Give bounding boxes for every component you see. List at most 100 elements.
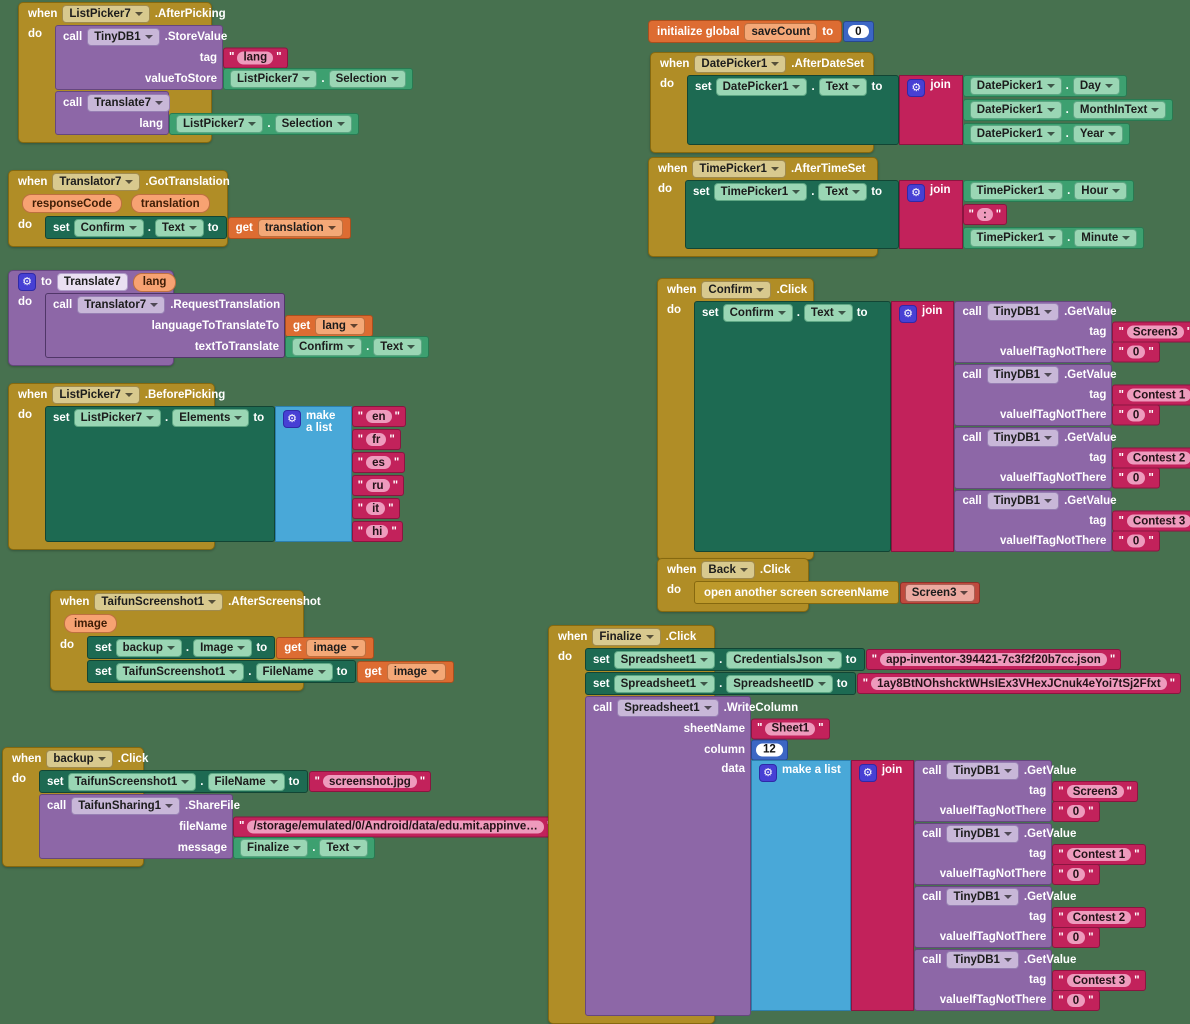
set-block-timepicker-text[interactable]: set TimePicker1 . Text to ⚙ join TimePic… — [685, 180, 1145, 249]
component-dropdown[interactable]: Confirm — [292, 337, 363, 356]
component-dropdown[interactable]: TimePicker1 — [692, 160, 786, 178]
text-string-block[interactable]: " 0 " — [1112, 467, 1160, 489]
data-list-expression[interactable]: ⚙ make a list ⚙ join call TinyDB1 .GetVal — [751, 760, 1146, 1011]
component-dropdown[interactable]: Finalize — [592, 628, 661, 646]
text-string-block[interactable]: " 0 " — [1112, 404, 1160, 426]
component-dropdown[interactable]: Spreadsheet1 — [613, 650, 716, 669]
component-dropdown[interactable]: backup — [46, 750, 113, 768]
string-field[interactable]: : — [976, 208, 993, 221]
open-screen-block[interactable]: open another screen screenName Screen3 — [694, 581, 981, 604]
make-a-list-block[interactable]: ⚙ make a list — [751, 760, 851, 1011]
join-block[interactable]: ⚙ join — [891, 301, 955, 552]
make-a-list-block[interactable]: ⚙ make a list — [275, 406, 352, 542]
component-dropdown[interactable]: TimePicker1 — [969, 229, 1064, 247]
property-dropdown[interactable]: Text — [818, 183, 868, 201]
join-block[interactable]: ⚙ join — [850, 760, 915, 1011]
component-dropdown[interactable]: ListPicker7 — [176, 114, 264, 133]
mutator-gear-icon[interactable]: ⚙ — [907, 79, 926, 97]
call-block-translate7[interactable]: call Translate7 lang ListPicker7. Selecti… — [55, 91, 359, 135]
join-block[interactable]: ⚙ join — [899, 75, 963, 145]
property-dropdown[interactable]: Hour — [1074, 182, 1128, 200]
event-block-translator7-gottranslation[interactable]: when Translator7 .GotTranslation respons… — [8, 170, 351, 247]
string-field[interactable]: 0 — [1066, 931, 1086, 944]
property-dropdown[interactable]: Text — [803, 304, 853, 322]
string-field[interactable]: Contest 3 — [1126, 514, 1190, 528]
event-block-datepicker1-afterdateset[interactable]: when DatePicker1 .AfterDateSet do set Da… — [650, 52, 1174, 153]
number-field[interactable]: 0 — [848, 25, 869, 38]
component-dropdown[interactable]: Translator7 — [52, 173, 141, 191]
set-block-spreadsheetid[interactable]: set Spreadsheet1 . SpreadsheetID to " 1ay… — [585, 672, 1182, 695]
component-dropdown[interactable]: TinyDB1 — [986, 492, 1060, 510]
string-field[interactable]: es — [366, 456, 391, 469]
get-variable-block[interactable]: get translation — [227, 216, 351, 239]
get-variable-block[interactable]: get image — [276, 636, 374, 659]
text-string-block[interactable]: "/storage/emulated/0/Android/data/edu.mi… — [233, 816, 559, 837]
string-field[interactable]: 0 — [1066, 868, 1086, 881]
property-dropdown[interactable]: Minute — [1074, 229, 1138, 247]
number-field[interactable]: 12 — [756, 743, 783, 756]
mutator-gear-icon[interactable]: ⚙ — [907, 184, 926, 202]
text-string-block[interactable]: ": " — [962, 204, 1008, 225]
component-dropdown[interactable]: Confirm — [73, 218, 144, 237]
procedure-dropdown[interactable]: Translate7 — [87, 93, 171, 112]
property-dropdown[interactable]: Year — [1072, 125, 1124, 143]
string-field[interactable]: it — [366, 502, 386, 515]
event-block-confirm-click[interactable]: when Confirm .Click do set Confirm . Tex… — [657, 278, 1190, 560]
mutator-gear-icon[interactable]: ⚙ — [858, 764, 877, 782]
procedure-header[interactable]: ⚙ to Translate7 lang — [9, 271, 177, 293]
string-field[interactable]: 0 — [1066, 805, 1086, 818]
string-field[interactable]: Contest 1 — [1066, 848, 1132, 861]
number-block[interactable]: 0 — [843, 21, 874, 42]
string-field[interactable]: Contest 3 — [1066, 974, 1132, 987]
property-dropdown[interactable]: Text — [818, 78, 868, 96]
component-getter-block[interactable]: Confirm. Text — [285, 335, 430, 358]
component-dropdown[interactable]: Spreadsheet1 — [613, 674, 716, 693]
string-field[interactable]: 0 — [1126, 408, 1146, 422]
event-header[interactable]: when backup .Click — [3, 748, 148, 770]
component-dropdown[interactable]: ListPicker7 — [230, 69, 318, 88]
global-name-field[interactable]: saveCount — [744, 22, 818, 41]
string-field[interactable]: Screen3 — [1126, 325, 1184, 339]
string-field[interactable]: Contest 2 — [1066, 911, 1132, 924]
string-field[interactable]: Sheet1 — [765, 722, 816, 735]
event-header[interactable]: when Finalize .Click — [549, 626, 714, 648]
component-getter-block[interactable]: ListPicker7. Selection — [223, 67, 413, 90]
text-string-block[interactable]: "Contest 1" — [1052, 844, 1146, 865]
event-header[interactable]: when ListPicker7 .BeforePicking — [9, 384, 225, 406]
variable-dropdown[interactable]: lang — [315, 316, 365, 335]
string-field[interactable]: Screen3 — [1066, 785, 1124, 798]
component-dropdown[interactable]: Spreadsheet1 — [617, 698, 719, 717]
string-field[interactable]: Contest 1 — [1126, 388, 1190, 402]
component-dropdown[interactable]: TinyDB1 — [946, 762, 1019, 780]
property-dropdown[interactable]: SpreadsheetID — [726, 674, 833, 693]
event-block-taifunscreenshot1-afterscreenshot[interactable]: when TaifunScreenshot1 .AfterScreenshot … — [50, 590, 454, 691]
get-variable-block[interactable]: get image — [356, 660, 454, 683]
property-dropdown[interactable]: Text — [154, 218, 204, 237]
event-header[interactable]: when TaifunScreenshot1 .AfterScreenshot — [51, 591, 321, 613]
event-header[interactable]: when ListPicker7 .AfterPicking — [19, 3, 226, 25]
component-dropdown[interactable]: TaifunScreenshot1 — [115, 662, 245, 681]
set-block-elements[interactable]: set ListPicker7 . Elements to ⚙ make a l… — [45, 406, 406, 542]
string-field[interactable]: /storage/emulated/0/Android/data/edu.mit… — [247, 820, 544, 833]
component-getter-block[interactable]: TimePicker1. Minute — [962, 227, 1145, 249]
component-dropdown[interactable]: Translator7 — [77, 295, 166, 314]
component-getter-block[interactable]: DatePicker1. Year — [962, 123, 1131, 145]
string-field[interactable]: 1ay8BtNOhshcktWHsIEx3VHexJCnuk4eYoi7tSj2… — [871, 677, 1167, 690]
call-block-writecolumn[interactable]: call Spreadsheet1 .WriteColumn sheetName… — [585, 696, 1146, 1016]
string-field[interactable]: Contest 2 — [1126, 451, 1190, 465]
component-dropdown[interactable]: TinyDB1 — [986, 429, 1060, 447]
string-field[interactable]: 0 — [1126, 471, 1146, 485]
text-string-block[interactable]: " 0 " — [1052, 990, 1100, 1011]
mutator-gear-icon[interactable]: ⚙ — [18, 273, 36, 291]
text-string-block[interactable]: " it " — [351, 498, 400, 519]
component-getter-block[interactable]: DatePicker1. MonthInText — [962, 99, 1174, 121]
event-block-back-click[interactable]: when Back .Click do open another screen … — [657, 558, 981, 612]
property-dropdown[interactable]: FileName — [207, 772, 285, 791]
text-string-block[interactable]: " 0 " — [1112, 341, 1160, 363]
event-header[interactable]: when TimePicker1 .AfterTimeSet — [649, 158, 877, 180]
